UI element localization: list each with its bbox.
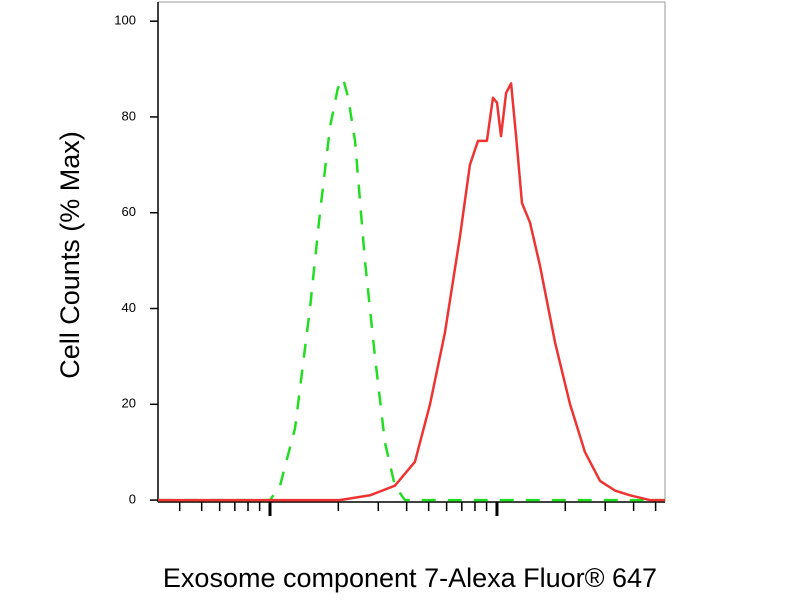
y-tick-label: 20 [122, 396, 136, 411]
y-tick-label: 60 [122, 204, 136, 219]
histogram-line [158, 77, 665, 502]
y-tick-label: 80 [122, 108, 136, 123]
y-tick-label: 0 [129, 492, 136, 507]
y-axis-label: Cell Counts (% Max) [55, 131, 85, 379]
y-tick-label: 40 [122, 300, 136, 315]
x-axis-label: Exosome component 7-Alexa Fluor® 647 [163, 563, 657, 593]
histogram-line [158, 82, 665, 502]
y-tick-label: 100 [114, 13, 136, 28]
